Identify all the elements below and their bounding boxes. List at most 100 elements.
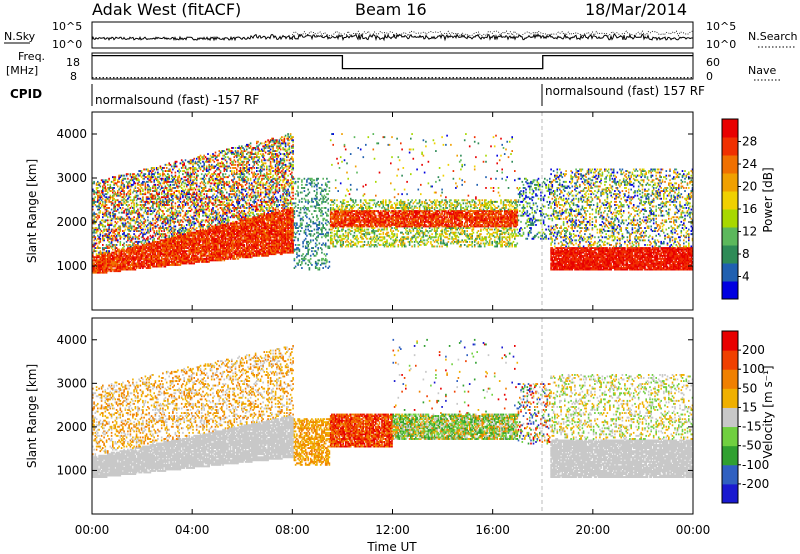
noise-panel-frame [92,22,693,48]
heatmap-cell [117,221,119,223]
heatmap-cell [142,229,144,231]
freq-line [92,56,693,69]
heatmap-cell [110,212,112,214]
heatmap-cell [127,173,129,175]
heatmap-cell [106,204,108,206]
heatmap-cell [107,192,109,194]
heatmap-cell [137,195,139,197]
heatmap-cell [96,250,98,252]
heatmap-cell [138,179,140,181]
nave-label: Nave [748,64,776,77]
heatmap-cell [132,236,134,238]
heatmap-cell [125,178,127,180]
heatmap-cell [145,219,147,221]
freq-panel-frame [92,53,693,79]
heatmap-cell [110,184,112,186]
heatmap-cell [120,226,122,228]
heatmap-cell [130,235,132,237]
heatmap-cell [112,249,114,251]
heatmap-cell [95,236,97,238]
heatmap-cell [123,175,125,177]
heatmap-cell [137,204,139,206]
heatmap-cell [121,193,123,195]
heatmap-cell [120,241,122,243]
cpid-panel: CPID normalsound (fast) -157 RF normalso… [10,84,705,107]
heatmap-cell [130,196,132,198]
heatmap-cell [128,204,130,206]
beam-title: Beam 16 [355,0,427,19]
date-title: 18/Mar/2014 [585,0,687,19]
cpid-label: CPID [10,87,42,101]
heatmap-cell [98,215,100,217]
heatmap-cell [108,178,110,180]
noise-left-tick-top: 10^5 [52,20,82,33]
heatmap-cell [122,207,124,209]
noise-right-tick-bottom: 10^0 [706,38,736,51]
heatmap-cell [98,190,100,192]
heatmap-cell [107,216,109,218]
heatmap-cell [147,219,149,221]
heatmap-cell [116,244,118,246]
heatmap-cell [133,216,135,218]
heatmap-cell [108,250,110,252]
heatmap-cell [123,246,125,248]
heatmap-cell [142,189,144,191]
noise-left-tick-bottom: 10^0 [52,38,82,51]
heatmap-cell [111,209,113,211]
heatmap-cell [137,209,139,211]
heatmap-cell [141,170,143,172]
nsky-label: N.Sky [4,30,36,43]
heatmap-cell [113,187,115,189]
heatmap-cell [121,236,123,238]
heatmap-cell [95,196,97,198]
heatmap-cell [111,222,113,224]
heatmap-cell [130,173,132,175]
noise-trace [92,31,693,46]
power-panel: 1000200030004000 Slant Range [km] 481216… [25,112,775,310]
heatmap-cell [138,238,140,240]
heatmap-cell [103,238,105,240]
heatmap-cell [147,236,149,238]
heatmap-cell [97,187,99,189]
heatmap-cell [102,198,104,200]
heatmap-cell [105,186,107,188]
heatmap-cell [102,244,104,246]
heatmap-cell [117,186,119,188]
heatmap-cell [123,184,125,186]
heatmap-cell [108,207,110,209]
heatmap-cell [117,239,119,241]
freq-label-line2: [MHz] [6,64,38,77]
freq-label-line1: Freq. [18,50,45,63]
heatmap-cell [130,222,132,224]
freq-tick-top: 18 [66,56,80,69]
heatmap-cell [135,186,137,188]
heatmap-cell [118,212,120,214]
heatmap-cell [96,243,98,245]
heatmap-cell [100,186,102,188]
heatmap-cell [115,213,117,215]
station-title: Adak West (fitACF) [92,0,241,19]
heatmap-cell [93,181,95,183]
heatmap-cell [145,229,147,231]
radar-plot: Adak West (fitACF) Beam 16 18/Mar/2014 N… [0,0,800,554]
nave-tick-bottom: 0 [706,70,713,83]
noise-right-tick-top: 10^5 [706,20,736,33]
heatmap-cell [127,178,129,180]
heatmap-cell [100,238,102,240]
heatmap-cell [142,196,144,198]
heatmap-cell [105,226,107,228]
heatmap-cell [142,215,144,217]
heatmap-cell [123,243,125,245]
freq-panel: Freq. [MHz] 18 8 60 0 Nave [6,50,780,83]
heatmap-cell [145,192,147,194]
heatmap-cell [127,201,129,203]
heatmap-cell [100,182,102,184]
heatmap-cell [100,247,102,249]
heatmap-cell [130,189,132,191]
heatmap-cell [135,182,137,184]
noise-sky-line [92,34,693,46]
freq-tick-bottom: 8 [70,70,77,83]
heatmap-cell [147,216,149,218]
heatmap-cell [107,219,109,221]
heatmap-cell [118,181,120,183]
